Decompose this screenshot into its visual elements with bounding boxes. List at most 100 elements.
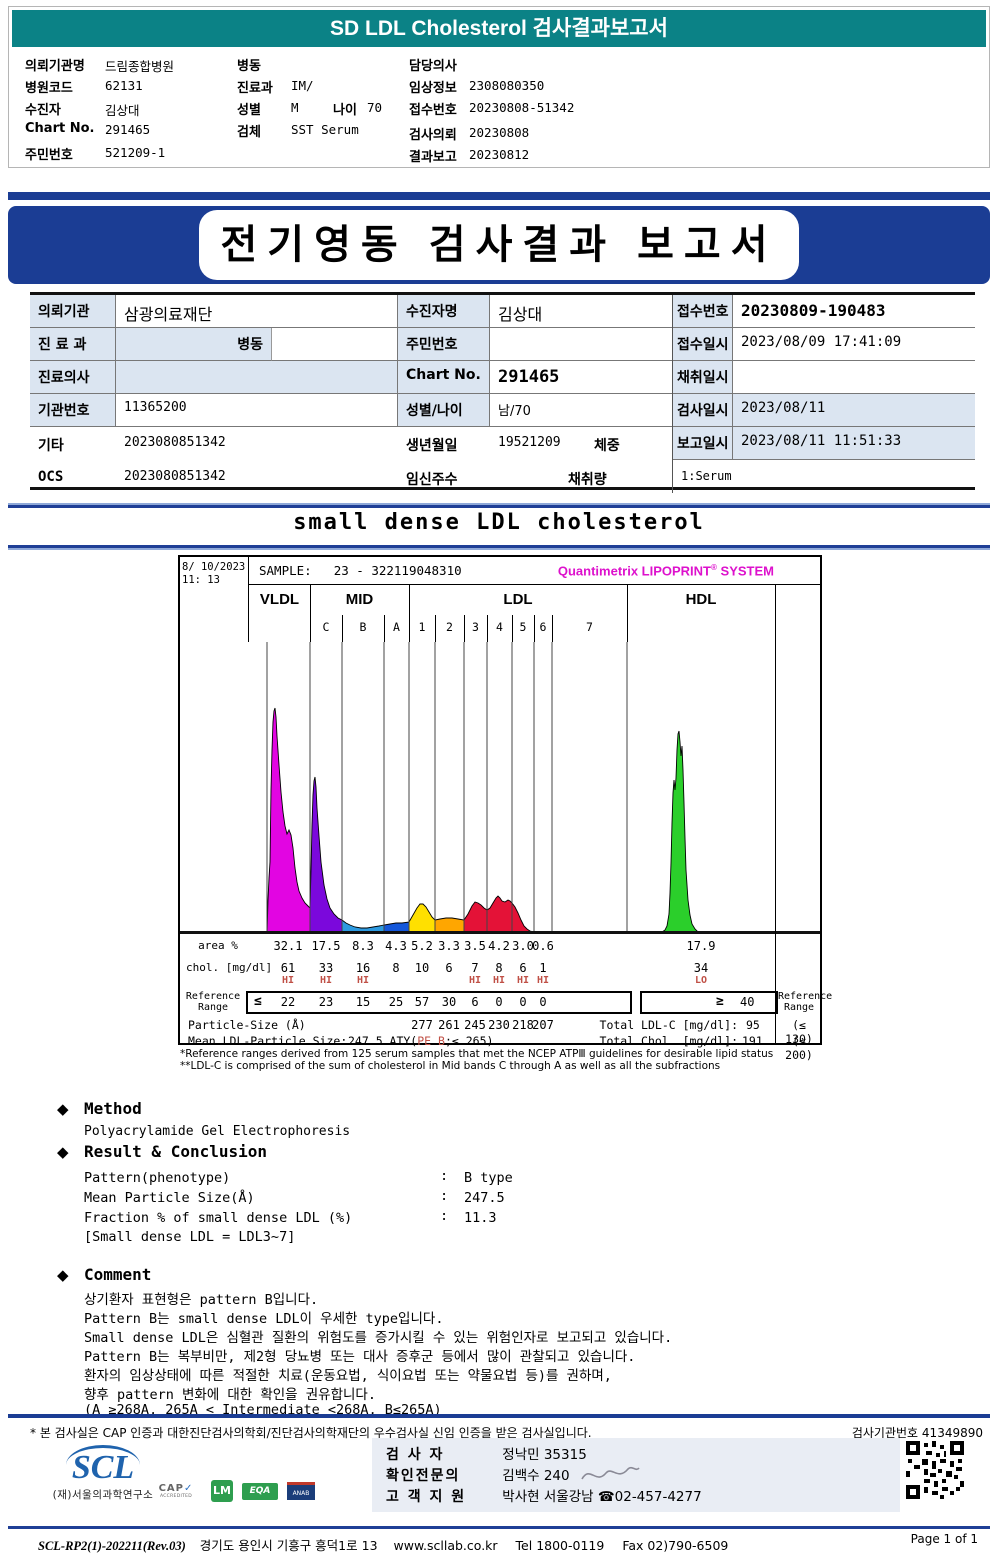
mean-size-value: 247.5 ATY(PE B;≤ 265) xyxy=(348,1034,493,1048)
lab-number-label: 검사기관번호 xyxy=(851,1426,919,1440)
field-label: 접수번호 xyxy=(409,103,457,118)
subband-label: B xyxy=(359,620,367,634)
band-area_pct-value: 17.5 xyxy=(311,939,341,953)
total-ldl-ref: (≤ 130) xyxy=(785,1018,813,1046)
examiner-row: 검 사 자 정낙민 35315 xyxy=(386,1443,886,1464)
cap-accredited-logo: CAP✓ ACCREDITED xyxy=(150,1483,202,1499)
subband-label: A xyxy=(393,620,400,634)
profile-band xyxy=(511,901,535,934)
row-label: Mean LDL-Particle Size: xyxy=(188,1034,348,1048)
subband-divider xyxy=(464,615,465,642)
scl-logo-text: SCL xyxy=(71,1449,135,1486)
subband-divider xyxy=(512,615,513,642)
band-group-mid: MID xyxy=(345,591,374,608)
result-item-name: Fraction % of small dense LDL (%) xyxy=(84,1210,353,1226)
band-chol-value: 6 xyxy=(519,961,527,975)
cell-value: 2023080851342 xyxy=(124,469,226,484)
mean-type-flag: PE B xyxy=(417,1034,445,1048)
cell-value: 삼광의료재단 xyxy=(116,295,398,328)
field-label: 결과보고 xyxy=(409,150,457,165)
comment-line: Pattern B는 small dense LDL이 우세한 type입니다. xyxy=(84,1311,444,1327)
subband-label: 3 xyxy=(472,620,479,634)
band-flag-value: HI xyxy=(516,975,530,986)
subband-divider xyxy=(534,615,535,642)
sample-value: 23 - 322119048310 xyxy=(333,563,462,578)
patient-header-box: SD LDL Cholesterol 검사결과보고서 의뢰기관명 드림종합병원 … xyxy=(8,6,990,168)
band-flag-value: HI xyxy=(281,975,295,986)
lab-number-value: 41349890 xyxy=(921,1426,983,1440)
mean-prefix: 247.5 ATY( xyxy=(348,1034,418,1048)
band-chol-value: 7 xyxy=(471,961,479,975)
profile-band xyxy=(266,707,311,934)
area-percent-row: area % 32.1 17.5 8.3 4.3 5.2 3.3 3.5 4.2 3.0 0.6 1… xyxy=(180,939,820,961)
band-ref-value: 25 xyxy=(388,995,404,1009)
cell-value: 19521209 xyxy=(498,435,561,450)
field-value: 62131 xyxy=(105,78,143,93)
divider xyxy=(8,503,990,505)
cell-sublabel: 병동 xyxy=(116,328,272,361)
footer-rule xyxy=(8,1414,990,1418)
field-value: 20230808-51342 xyxy=(469,100,575,115)
field-label: 나이 xyxy=(333,103,357,118)
band-particle_size-value: 218 xyxy=(512,1018,534,1032)
subband-divider xyxy=(552,615,553,642)
field-label: 수진자 xyxy=(25,103,61,118)
order-info-table: 의뢰기관 삼광의료재단 수진자명 김상대 진 료 과 병동 주민번호 진료의사 … xyxy=(30,292,975,493)
scl-logo-subtext: (재)서울의과학연구소 xyxy=(52,1489,154,1501)
total-chol-ref: (≤ 200) xyxy=(785,1034,813,1062)
comment-line: Pattern B는 복부비만, 제2형 당뇨병 또는 대사 증후군 등에서 많… xyxy=(84,1349,636,1365)
band-flag-value: HI xyxy=(492,975,506,986)
field-label: 임상정보 xyxy=(409,81,457,96)
field-value: SST Serum xyxy=(291,122,359,137)
cell-label: OCS xyxy=(38,469,64,485)
cell-label: 임신주수 xyxy=(406,472,458,488)
band-chol-value: 8 xyxy=(495,961,503,975)
lab-fax: Fax 02)790-6509 xyxy=(622,1538,729,1553)
divider xyxy=(8,548,990,550)
lab-website: www.scllab.co.kr xyxy=(393,1538,498,1553)
band-ref-value: 15 xyxy=(355,995,371,1009)
scl-logo-arc xyxy=(66,1445,140,1465)
scl-logo: SCL (재)서울의과학연구소 xyxy=(38,1445,168,1502)
chol-row: chol. [mg/dl] 61 33 16 8 10 6 7 8 6 1 34 xyxy=(180,961,820,989)
footnote-2: **LDL-C is comprised of the sum of chole… xyxy=(180,1060,721,1072)
band-area_pct-value: 32.1 xyxy=(273,939,303,953)
table-divider xyxy=(672,295,673,493)
lipoprint-chart: 8/ 10/2023 11: 13 SAMPLE: 23 - 322119048… xyxy=(178,555,832,1062)
colon: : xyxy=(440,1208,449,1224)
profile-band xyxy=(463,901,488,934)
row-label: chol. [mg/dl] xyxy=(186,961,273,974)
anab-cert-logo: ANAB xyxy=(287,1482,315,1500)
diamond-icon: ◆ xyxy=(57,1143,69,1161)
comment-line: 환자의 임상상태에 따른 적절한 치료(운동요법, 식이요법 또는 약물요법 등… xyxy=(84,1368,612,1384)
lm-cert-logo: LM xyxy=(211,1480,233,1502)
band-area_pct-value: 3.5 xyxy=(464,939,486,953)
ref-label-line2: Range xyxy=(197,1002,229,1013)
band-particle_size-value: 207 xyxy=(532,1018,554,1032)
cell-value xyxy=(116,361,398,394)
field-value: 20230812 xyxy=(469,147,530,162)
customer-support-row: 고 객 지 원 박사현 서울강남 ☎02-457-4277 xyxy=(386,1485,886,1506)
band-chol-value: 10 xyxy=(414,961,430,975)
total-ldl-value: 95 xyxy=(746,1018,760,1032)
colon: : xyxy=(440,1168,449,1184)
comment-line: 상기환자 표현형은 pattern B입니다. xyxy=(84,1292,319,1308)
field-label: 의뢰기관명 xyxy=(25,59,85,74)
profile-band xyxy=(408,903,436,934)
cell-label: 성별/나이 xyxy=(398,394,490,427)
result-item-value: B type xyxy=(464,1170,513,1186)
field-label: Chart No. xyxy=(25,121,95,136)
band-area_pct-value: 8.3 xyxy=(352,939,374,953)
cell-label: 의뢰기관 xyxy=(30,295,116,328)
cap-name: CAP✓ xyxy=(158,1483,194,1494)
comment-line: Small dense LDL은 심혈관 질환의 위험도를 증가시킬 수 있는 … xyxy=(84,1330,673,1346)
band-flag-value: HI xyxy=(536,975,550,986)
band-chol-value: 33 xyxy=(318,961,334,975)
band-ref-value: 57 xyxy=(414,995,430,1009)
band-chol-value: 61 xyxy=(280,961,296,975)
band-area_pct-value: 4.3 xyxy=(385,939,407,953)
right-column-divider xyxy=(775,585,776,1043)
field-value: IM/ xyxy=(291,78,314,93)
banner-title-plate: 전기영동 검사결과 보고서 xyxy=(199,210,799,280)
cell-value: 2023/08/11 11:51:33 xyxy=(733,427,975,460)
